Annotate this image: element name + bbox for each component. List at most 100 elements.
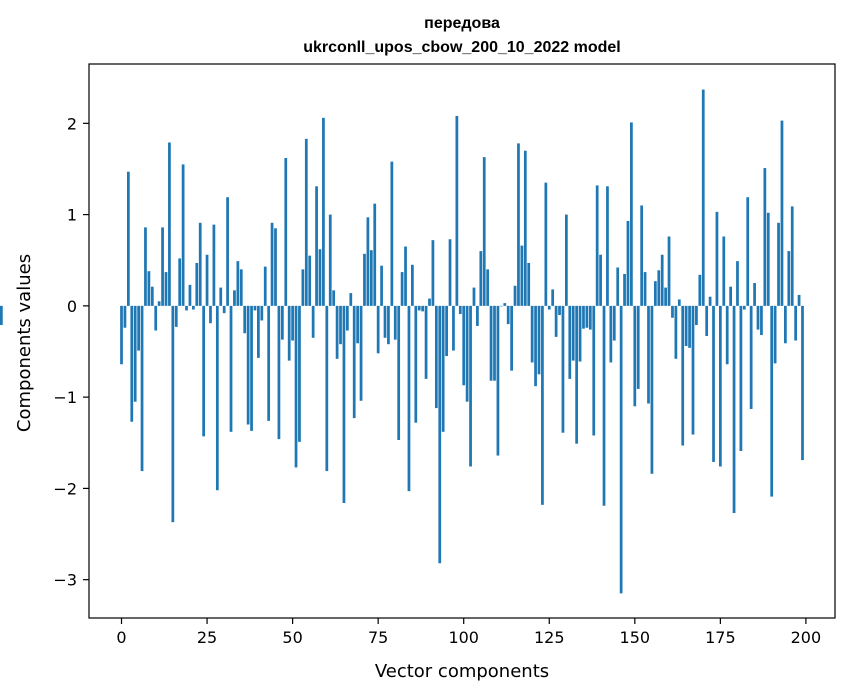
bar xyxy=(739,305,743,451)
bar xyxy=(718,305,722,467)
bar xyxy=(342,305,346,503)
bar xyxy=(417,305,421,311)
bar xyxy=(469,305,472,467)
bar xyxy=(712,305,715,462)
bar xyxy=(332,290,336,306)
bar xyxy=(359,305,363,401)
bar xyxy=(630,122,633,306)
bar xyxy=(523,150,527,306)
bar xyxy=(777,222,780,306)
bar xyxy=(383,305,387,338)
bar xyxy=(236,261,240,306)
bar xyxy=(304,138,308,306)
bar xyxy=(746,197,750,306)
bar xyxy=(489,305,493,381)
bar xyxy=(233,290,236,306)
bar xyxy=(168,142,171,306)
x-tick-label: 100 xyxy=(448,628,479,647)
bar xyxy=(571,305,575,361)
bar xyxy=(185,305,188,311)
bar xyxy=(380,265,383,306)
bar xyxy=(154,305,158,331)
x-tick-label: 25 xyxy=(197,628,217,647)
bar xyxy=(486,269,490,306)
bar xyxy=(575,305,579,444)
bar xyxy=(400,272,404,306)
bar xyxy=(742,305,746,310)
bar xyxy=(780,120,784,306)
bar xyxy=(640,205,644,306)
bar xyxy=(277,305,281,440)
bar xyxy=(770,305,774,497)
bar xyxy=(373,203,377,306)
bar xyxy=(588,305,592,330)
bar xyxy=(708,296,712,306)
bar xyxy=(133,305,137,402)
bar xyxy=(219,287,223,306)
bar xyxy=(595,185,599,306)
bar xyxy=(496,305,500,456)
bar xyxy=(243,305,247,334)
bar xyxy=(606,186,609,306)
bar xyxy=(356,305,359,344)
bar xyxy=(414,305,418,423)
bar xyxy=(397,305,401,441)
bar xyxy=(246,305,250,425)
bar xyxy=(612,305,616,341)
bar xyxy=(192,305,195,310)
bar xyxy=(482,157,486,306)
bar xyxy=(647,305,650,404)
bar xyxy=(517,143,520,306)
bar xyxy=(363,253,366,306)
bar xyxy=(530,305,534,363)
bar xyxy=(623,273,626,306)
bar xyxy=(722,236,726,306)
bars-group xyxy=(0,89,804,594)
bar xyxy=(506,305,510,325)
bar xyxy=(215,305,219,491)
bar xyxy=(257,305,260,358)
bar xyxy=(123,305,127,328)
chart-title: передова xyxy=(424,15,500,32)
bar xyxy=(212,224,216,306)
bar xyxy=(797,294,801,306)
bar xyxy=(328,214,332,306)
bar xyxy=(150,286,154,306)
bar xyxy=(445,305,448,357)
bar xyxy=(434,305,438,409)
bar xyxy=(315,186,318,306)
bar xyxy=(547,305,551,310)
bar xyxy=(479,251,483,306)
bar xyxy=(270,222,274,306)
bar xyxy=(280,305,284,340)
bar xyxy=(657,270,661,306)
bar xyxy=(585,305,589,328)
bar xyxy=(404,246,407,306)
bar xyxy=(335,305,339,359)
bar xyxy=(650,305,654,474)
bar xyxy=(520,245,524,306)
bar xyxy=(554,305,558,337)
bar xyxy=(178,258,182,306)
bar xyxy=(568,305,572,379)
bar xyxy=(749,305,753,409)
y-tick-label: 0 xyxy=(67,297,77,316)
bar xyxy=(667,236,671,306)
bar xyxy=(794,305,798,341)
bar xyxy=(287,305,291,361)
bar xyxy=(674,305,678,359)
bar xyxy=(195,262,199,306)
plot-frame xyxy=(88,63,836,619)
bar xyxy=(322,117,325,306)
bar xyxy=(592,305,596,436)
chart-subtitle: ukrconll_upos_cbow_200_10_2022 model xyxy=(303,39,620,56)
y-tick-label: −2 xyxy=(53,479,77,498)
bar xyxy=(393,305,397,340)
bar xyxy=(499,305,503,307)
bar xyxy=(653,281,657,306)
bar xyxy=(561,305,565,433)
bar xyxy=(298,305,301,442)
bar xyxy=(164,272,168,306)
bar xyxy=(787,251,791,306)
